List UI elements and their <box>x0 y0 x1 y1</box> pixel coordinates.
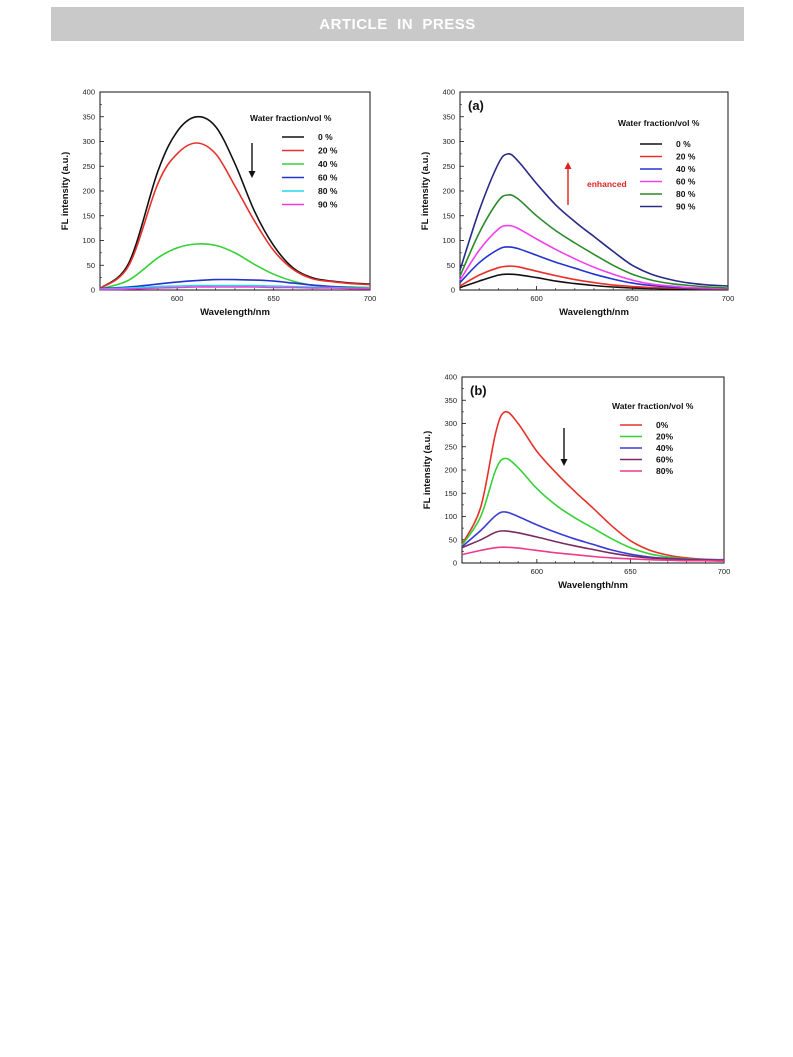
trend-arrow-head <box>248 171 256 178</box>
x-tick-label: 650 <box>267 294 280 303</box>
y-tick-label: 50 <box>449 535 457 544</box>
legend-entry: 90 % <box>318 200 338 210</box>
y-tick-label: 150 <box>442 211 455 220</box>
x-axis-label: Wavelength/nm <box>559 307 629 318</box>
legend-title: Water fraction/vol % <box>250 113 332 123</box>
series-line-3 <box>99 243 371 290</box>
y-tick-label: 250 <box>444 442 457 451</box>
y-tick-label: 200 <box>442 187 455 196</box>
legend-entry: 60 % <box>676 177 696 187</box>
series-line-6 <box>99 286 371 291</box>
y-tick-label: 0 <box>453 559 457 568</box>
chart-panel-2: 0 50 100 150 200 250 300 350 400 600 650 700 Wavelen… <box>420 88 734 319</box>
y-tick-label: 100 <box>444 512 457 521</box>
y-tick-label: 50 <box>447 261 455 270</box>
y-tick-label: 350 <box>442 112 455 121</box>
trend-arrow-head <box>564 162 572 169</box>
y-tick-label: 0 <box>451 286 455 295</box>
legend-entry: 0 % <box>676 139 691 149</box>
x-tick-label: 700 <box>364 294 377 303</box>
series-line-1 <box>461 410 725 561</box>
legend-entry: 0% <box>656 420 669 430</box>
y-tick-label: 300 <box>442 137 455 146</box>
panel-label: (b) <box>470 383 487 398</box>
series-line-5 <box>461 546 725 562</box>
legend-entry: 20% <box>656 432 673 442</box>
series-line-5 <box>459 194 729 289</box>
annotation-label: enhanced <box>587 179 627 189</box>
y-axis-label: FL intensity (a.u.) <box>60 152 71 230</box>
x-tick-label: 600 <box>530 294 543 303</box>
article-in-press-banner: ARTICLE IN PRESS <box>51 7 744 41</box>
legend-entry: 40 % <box>676 164 696 174</box>
y-axis-label: FL intensity (a.u.) <box>420 152 431 230</box>
series-line-4 <box>461 530 725 562</box>
series-line-6 <box>459 153 729 287</box>
legend-entry: 80 % <box>676 189 696 199</box>
x-tick-label: 650 <box>624 567 637 576</box>
y-tick-label: 300 <box>82 137 95 146</box>
y-tick-label: 100 <box>442 236 455 245</box>
y-tick-label: 150 <box>444 489 457 498</box>
series-line-2 <box>99 142 371 290</box>
y-tick-label: 300 <box>444 419 457 428</box>
legend-title: Water fraction/vol % <box>618 118 700 128</box>
legend-entry: 20 % <box>676 152 696 162</box>
chart-panel-3: 0 50 100 150 200 250 300 350 400 600 650 700 Wavelen… <box>422 373 730 592</box>
legend-entry: 40% <box>656 443 673 453</box>
y-tick-label: 350 <box>444 396 457 405</box>
chart-panel-1: 0 50 100 150 200 250 300 350 400 600 650 700 Wavelen… <box>60 88 376 319</box>
legend-entry: 0 % <box>318 132 333 142</box>
x-tick-label: 700 <box>718 567 731 576</box>
legend-entry: 20 % <box>318 146 338 156</box>
y-tick-label: 250 <box>442 162 455 171</box>
legend-entry: 60% <box>656 455 673 465</box>
y-tick-label: 400 <box>442 88 455 97</box>
x-axis-label: Wavelength/nm <box>558 580 628 591</box>
y-tick-label: 200 <box>82 187 95 196</box>
panel-label: (a) <box>468 98 484 113</box>
y-tick-label: 0 <box>91 286 95 295</box>
trend-arrow-head <box>560 459 568 466</box>
legend-entry: 80 % <box>318 186 338 196</box>
y-tick-label: 150 <box>82 211 95 220</box>
y-tick-label: 400 <box>82 88 95 97</box>
y-axis-label: FL intensity (a.u.) <box>422 431 433 509</box>
legend-entry: 40 % <box>318 159 338 169</box>
legend-entry: 60 % <box>318 173 338 183</box>
series-line-4 <box>99 278 371 290</box>
y-tick-label: 100 <box>82 236 95 245</box>
y-tick-label: 50 <box>87 261 95 270</box>
x-axis-label: Wavelength/nm <box>200 307 270 318</box>
y-tick-label: 200 <box>444 466 457 475</box>
series-line-3 <box>461 511 725 561</box>
legend-title: Water fraction/vol % <box>612 401 694 411</box>
legend-entry: 90 % <box>676 202 696 212</box>
x-tick-label: 600 <box>171 294 184 303</box>
banner-text: ARTICLE IN PRESS <box>319 15 476 33</box>
x-tick-label: 650 <box>626 294 639 303</box>
x-tick-label: 700 <box>722 294 735 303</box>
y-tick-label: 350 <box>82 112 95 121</box>
x-tick-label: 600 <box>531 567 544 576</box>
y-tick-label: 250 <box>82 162 95 171</box>
y-tick-label: 400 <box>444 373 457 382</box>
legend-entry: 80% <box>656 466 673 476</box>
series-line-4 <box>459 224 729 290</box>
